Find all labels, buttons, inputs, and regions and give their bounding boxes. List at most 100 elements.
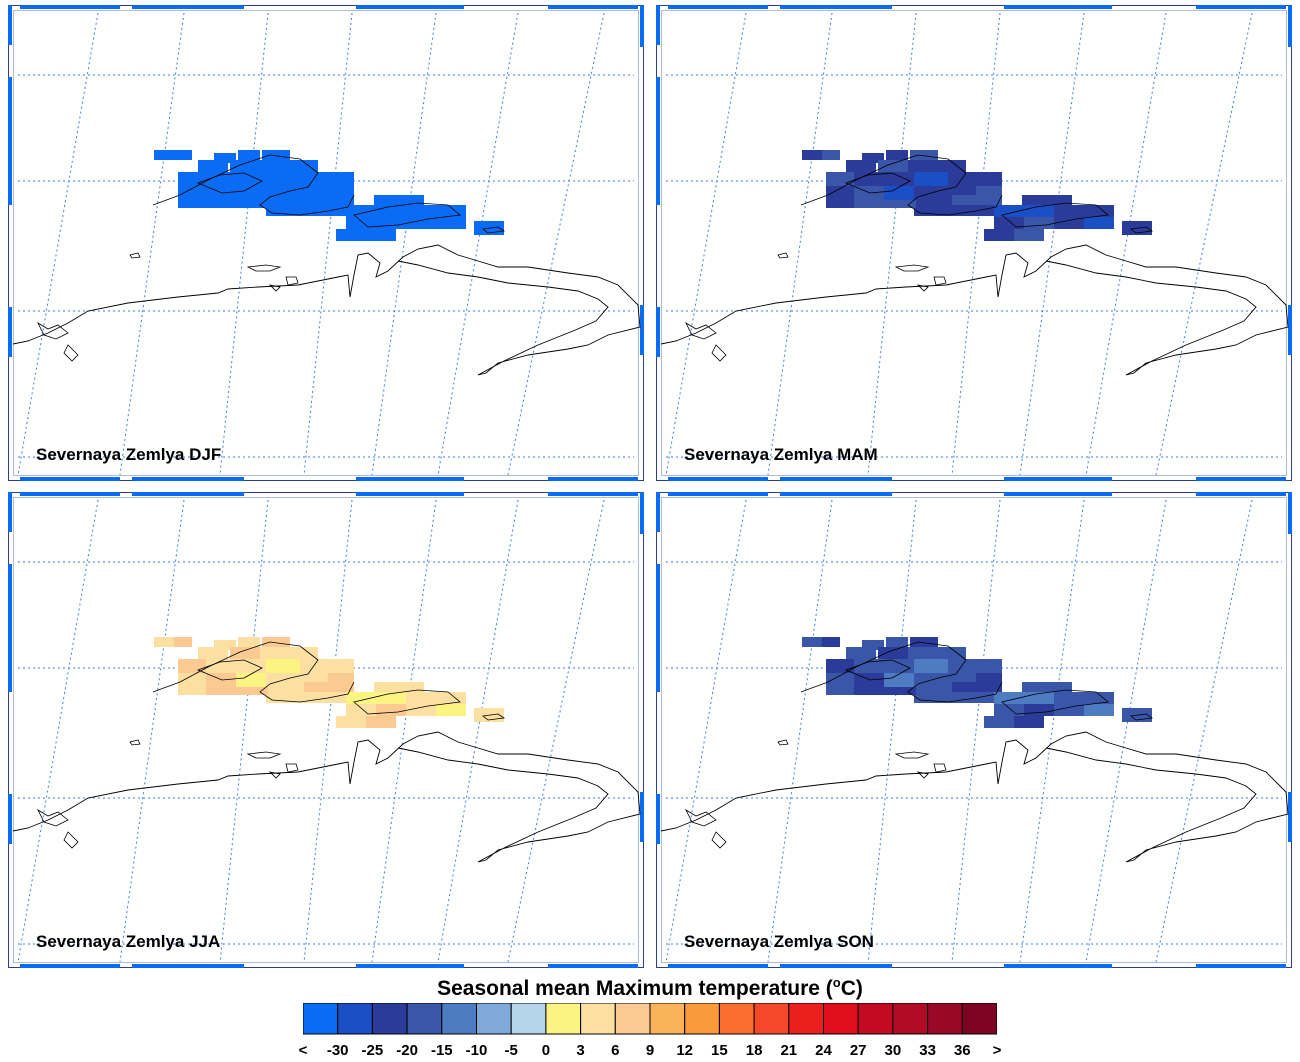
data-cell — [206, 200, 268, 208]
map-canvas — [656, 5, 1292, 481]
longitude-gridline — [1155, 499, 1253, 963]
map-frame — [656, 492, 1292, 968]
data-cell — [802, 637, 822, 647]
coastline-island — [482, 226, 506, 234]
legend-color-box — [927, 1003, 963, 1035]
frame-tick-bottom — [1196, 477, 1286, 481]
data-cell — [914, 695, 1000, 703]
data-cell — [178, 172, 206, 186]
data-cell — [328, 659, 354, 673]
data-cell — [910, 637, 938, 647]
data-cell — [910, 150, 938, 160]
coastline-island — [129, 739, 141, 746]
data-cell — [174, 637, 192, 647]
coastline-island — [933, 276, 947, 286]
map-panel-djf: Severnaya Zemlya DJF — [8, 5, 644, 481]
data-cell — [976, 659, 1002, 673]
map-canvas — [656, 492, 1292, 968]
coastline-island — [844, 659, 911, 681]
coastline-island — [685, 808, 717, 827]
coastline-island — [196, 172, 263, 194]
data-cell — [374, 682, 424, 692]
legend-color-box — [441, 1003, 478, 1035]
frame-tick-left — [656, 307, 660, 357]
coastline-island — [933, 763, 947, 773]
map-frame — [656, 5, 1292, 481]
data-cell — [336, 229, 366, 241]
legend-tick-label: -30 — [326, 1042, 349, 1059]
data-cell — [328, 172, 354, 186]
map-inner-frame — [661, 497, 1287, 963]
coastline-island — [711, 344, 727, 362]
data-cell — [994, 205, 1054, 217]
legend-tick-label: -10 — [465, 1042, 488, 1059]
map-panel-mam: Severnaya Zemlya MAM — [656, 5, 1292, 481]
data-cell — [366, 716, 396, 728]
coastline-island — [916, 771, 929, 779]
data-cell — [178, 687, 206, 695]
data-cell — [174, 150, 192, 160]
coastline-island — [1130, 226, 1154, 234]
coastline-island — [353, 689, 461, 715]
map-inner-frame — [13, 10, 639, 476]
frame-tick-top — [548, 492, 638, 496]
legend-title: Seasonal mean Maximum temperature (oC) — [437, 975, 863, 1000]
data-cell — [1084, 704, 1114, 716]
frame-tick-bottom — [668, 964, 768, 968]
coastline-island — [777, 739, 789, 746]
data-cell — [914, 172, 948, 186]
coastline-island — [685, 321, 717, 340]
coastline-island — [844, 172, 911, 194]
map-inner-frame — [13, 497, 639, 963]
frame-tick-left — [656, 564, 660, 692]
data-cell — [914, 208, 1000, 216]
data-cell — [230, 160, 260, 172]
coastline-island — [1001, 689, 1109, 715]
frame-tick-top — [132, 5, 244, 9]
legend-color-box — [371, 1003, 408, 1035]
coastline-island — [196, 659, 263, 681]
frame-tick-left — [656, 492, 660, 532]
data-cell — [822, 637, 840, 647]
data-cell — [260, 160, 300, 172]
frame-tick-top — [1004, 5, 1112, 9]
data-cell — [238, 150, 260, 160]
map-frame — [8, 492, 644, 968]
coastline-island — [353, 202, 461, 228]
legend-color-box — [788, 1003, 824, 1035]
frame-tick-bottom — [548, 964, 638, 968]
legend-color-box — [684, 1003, 720, 1035]
data-cell — [178, 673, 206, 687]
data-cell — [826, 186, 854, 200]
longitude-gridline — [1085, 12, 1167, 476]
data-cell — [178, 659, 206, 673]
legend-tick-label: -15 — [430, 1042, 453, 1059]
data-cell — [1022, 682, 1072, 692]
data-cell — [198, 647, 228, 659]
data-cell — [952, 682, 1002, 692]
data-cell — [884, 172, 914, 186]
data-cell — [802, 150, 822, 160]
data-cell — [262, 637, 290, 647]
coastline-island — [1001, 202, 1109, 228]
data-cell — [346, 205, 406, 217]
legend-color-box — [337, 1003, 373, 1035]
data-cell — [878, 160, 908, 172]
frame-tick-left — [8, 77, 12, 205]
data-cell — [178, 200, 206, 208]
data-cell — [262, 150, 290, 160]
frame-tick-left — [656, 794, 660, 844]
data-cell — [1014, 229, 1044, 241]
map-inner-frame — [661, 10, 1287, 476]
frame-tick-top — [1004, 492, 1112, 496]
data-cell — [346, 692, 406, 704]
coastline-island — [268, 771, 281, 779]
data-cell — [266, 172, 300, 186]
legend-tick-label: 36 — [953, 1042, 971, 1059]
legend-color-box — [614, 1003, 651, 1035]
frame-tick-bottom — [132, 964, 244, 968]
legend-color-box — [857, 1003, 894, 1035]
data-cell — [214, 153, 236, 163]
legend-tick-label: 3 — [576, 1042, 585, 1059]
coastline-island — [152, 641, 355, 703]
